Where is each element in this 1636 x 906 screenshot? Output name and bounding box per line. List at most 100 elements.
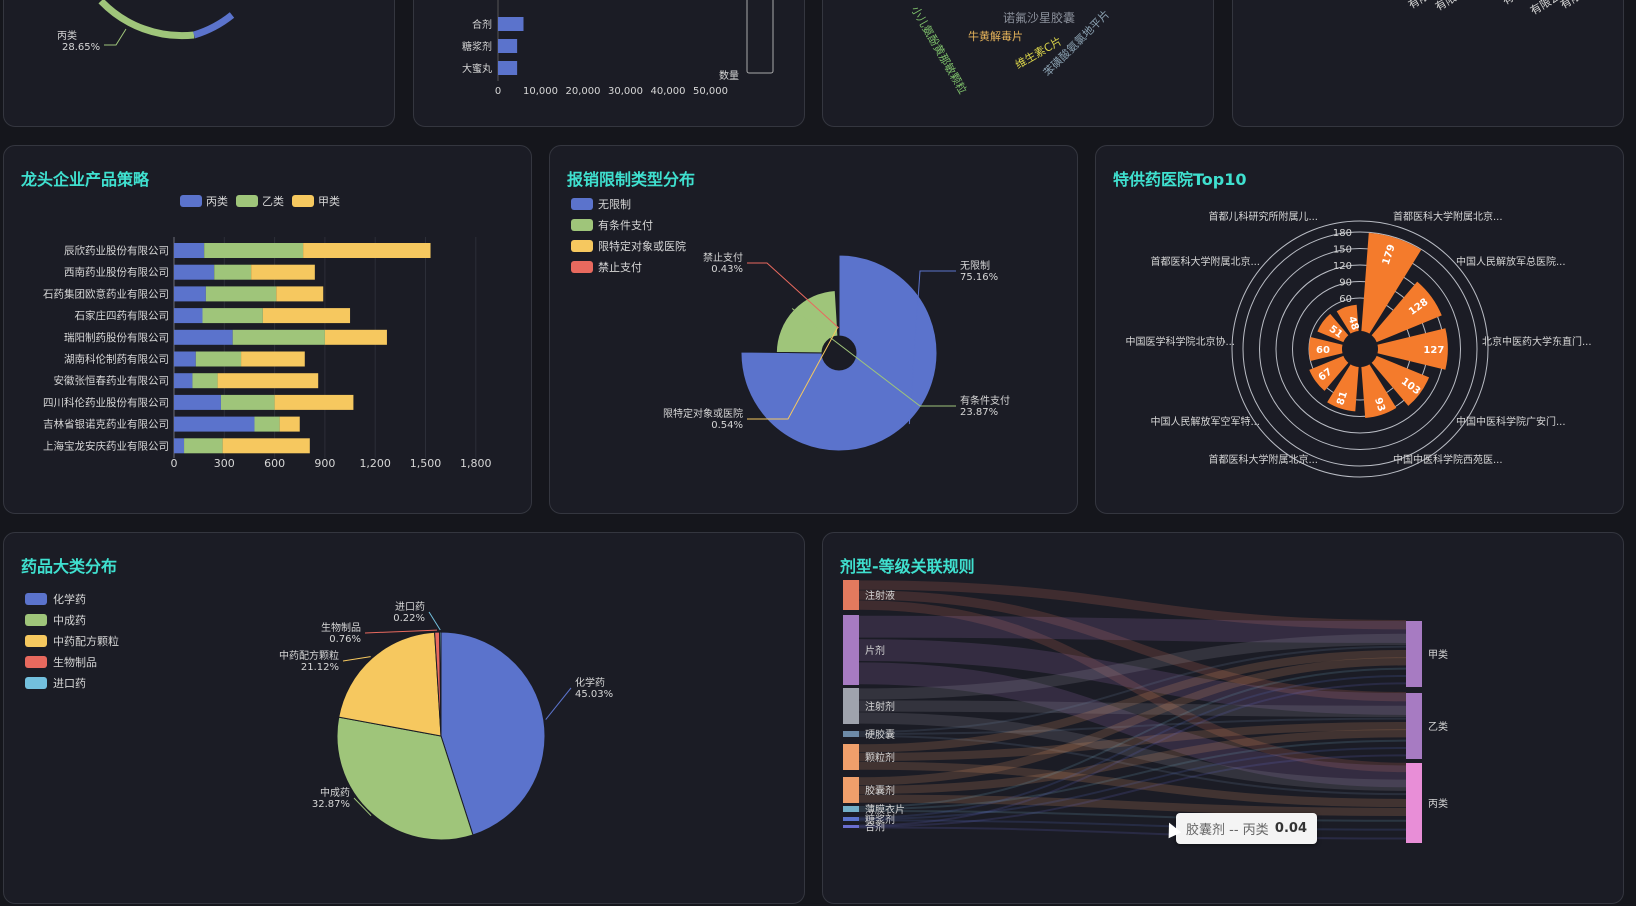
sankey-node-丙类[interactable]: [1406, 763, 1422, 843]
bar-丙类[interactable]: [174, 416, 255, 432]
sankey-link[interactable]: [858, 761, 1407, 808]
polar-bar[interactable]: [1371, 281, 1442, 343]
sankey-link[interactable]: [858, 747, 1407, 820]
pie-slice-中成药[interactable]: [336, 716, 474, 841]
polar-bar[interactable]: [1377, 328, 1448, 370]
sankey-link[interactable]: [858, 667, 1407, 808]
legend-item-中药配方颗粒[interactable]: 中药配方颗粒: [25, 634, 119, 648]
bar-value-label: 93: [1372, 396, 1387, 413]
legend-item-中成药[interactable]: 中成药: [25, 614, 86, 627]
bar-甲类[interactable]: [251, 264, 315, 280]
sankey-link[interactable]: [858, 662, 1407, 788]
bar-乙类[interactable]: [214, 264, 252, 280]
sankey-link[interactable]: [858, 700, 1407, 717]
sankey-link[interactable]: [858, 657, 1407, 786]
bar-甲类[interactable]: [222, 438, 310, 454]
sankey-link[interactable]: [858, 717, 1407, 735]
bar-糖浆剂[interactable]: [498, 39, 518, 53]
sankey-link[interactable]: [858, 590, 1407, 702]
sankey-node-乙类[interactable]: [1406, 693, 1422, 759]
sankey-node-注射液[interactable]: [843, 580, 859, 610]
legend-item-无限制[interactable]: 无限制: [571, 198, 631, 211]
bar-乙类[interactable]: [184, 438, 223, 454]
bar-乙类[interactable]: [220, 394, 275, 410]
legend-item-丙类[interactable]: 丙类: [180, 194, 228, 208]
sankey-node-注射剂[interactable]: [843, 688, 859, 724]
sankey-node-硬胶囊[interactable]: [843, 731, 859, 737]
sankey-link[interactable]: [858, 712, 1407, 791]
bar-甲类[interactable]: [241, 351, 305, 367]
bar-乙类[interactable]: [205, 286, 277, 302]
rose-slice-禁止支付[interactable]: [837, 329, 840, 337]
bar-丙类[interactable]: [174, 351, 196, 367]
sankey-node-糖浆剂[interactable]: [843, 817, 859, 821]
sankey-link[interactable]: [858, 682, 1407, 827]
sankey-link[interactable]: [858, 649, 1407, 753]
sankey-link[interactable]: [858, 645, 1407, 733]
bar-丙类[interactable]: [174, 308, 203, 324]
rose-slice-无限制[interactable]: [740, 254, 938, 452]
sankey-node-合剂[interactable]: [843, 825, 859, 828]
sankey-link[interactable]: [858, 600, 1407, 773]
legend-item-禁止支付[interactable]: 禁止支付: [571, 261, 642, 274]
pie-arc-green: [98, 0, 195, 40]
bar-乙类[interactable]: [204, 243, 304, 258]
bar-乙类[interactable]: [202, 308, 263, 324]
bar-丙类[interactable]: [174, 373, 193, 389]
pie-slice-化学药[interactable]: [440, 631, 546, 836]
legend-item-有条件支付[interactable]: 有条件支付: [571, 218, 653, 232]
bar-甲类[interactable]: [217, 373, 319, 389]
sankey-link[interactable]: [858, 721, 1407, 762]
legend-item-乙类[interactable]: 乙类: [236, 194, 284, 208]
sankey-link[interactable]: [858, 735, 1407, 796]
sankey-node-甲类[interactable]: [1406, 621, 1422, 687]
bar-乙类[interactable]: [195, 351, 242, 367]
pie-slice-中药配方颗粒[interactable]: [338, 631, 442, 737]
polar-bar[interactable]: [1361, 364, 1397, 418]
bar-乙类[interactable]: [192, 373, 218, 389]
sankey-link[interactable]: [858, 633, 1407, 700]
sankey-link[interactable]: [858, 615, 1407, 643]
bar-丙类[interactable]: [174, 394, 221, 410]
sankey-node-片剂[interactable]: [843, 615, 859, 685]
legend-item-化学药[interactable]: 化学药: [25, 592, 86, 606]
bar-丙类[interactable]: [174, 286, 206, 302]
polar-bar[interactable]: [1309, 355, 1349, 391]
sankey-node-胶囊剂[interactable]: [843, 777, 859, 803]
legend-item-限特定对象或医院[interactable]: 限特定对象或医院: [571, 239, 686, 253]
bar-丙类[interactable]: [174, 243, 205, 258]
rose-slice-有条件支付[interactable]: [775, 289, 839, 354]
pie-slice-进口药[interactable]: [439, 631, 442, 737]
bar-乙类[interactable]: [254, 416, 280, 432]
sankey-link[interactable]: [858, 580, 1407, 630]
polar-bar[interactable]: [1336, 304, 1359, 334]
bar-甲类[interactable]: [262, 308, 351, 324]
polar-bar[interactable]: [1327, 364, 1359, 412]
polar-bar[interactable]: [1371, 355, 1430, 406]
sankey-link[interactable]: [858, 739, 1407, 810]
polar-bar[interactable]: [1309, 336, 1343, 362]
bar-丙类[interactable]: [174, 264, 215, 280]
bar-丙类[interactable]: [174, 438, 185, 454]
bar-甲类[interactable]: [274, 394, 354, 410]
bar-甲类[interactable]: [303, 243, 431, 258]
polar-bar[interactable]: [1317, 313, 1349, 343]
sankey-node-颗粒剂[interactable]: [843, 744, 859, 770]
bar-乙类[interactable]: [232, 329, 325, 345]
sankey-link[interactable]: [858, 639, 1407, 715]
bar-合剂[interactable]: [498, 17, 524, 31]
legend-item-进口药[interactable]: 进口药: [25, 677, 86, 690]
bar-丙类[interactable]: [174, 329, 233, 345]
sankey-link[interactable]: [858, 794, 1407, 816]
polar-bar[interactable]: [1361, 232, 1422, 334]
sankey-link[interactable]: [858, 754, 1407, 828]
legend-item-甲类[interactable]: 甲类: [292, 194, 340, 208]
sankey-node-薄膜衣片[interactable]: [843, 806, 859, 812]
bar-大蜜丸[interactable]: [498, 61, 518, 75]
bar-甲类[interactable]: [324, 329, 387, 345]
sankey-link[interactable]: [858, 729, 1407, 795]
legend-item-生物制品[interactable]: 生物制品: [25, 655, 97, 669]
sankey-link[interactable]: [858, 675, 1407, 819]
bar-甲类[interactable]: [276, 286, 324, 302]
bar-甲类[interactable]: [279, 416, 300, 432]
